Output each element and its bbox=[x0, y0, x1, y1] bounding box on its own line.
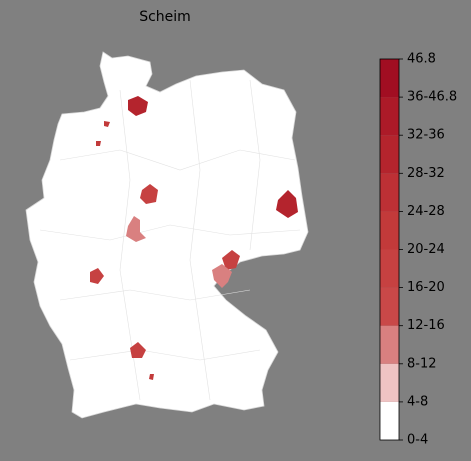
colorbar-label: 36-46.8 bbox=[407, 90, 457, 105]
colorbar-label: 20-24 bbox=[407, 242, 445, 257]
colorbar-segment bbox=[380, 325, 399, 364]
colorbar-label: 32-36 bbox=[407, 128, 445, 143]
colorbar-label: 16-20 bbox=[407, 280, 445, 295]
region-medium bbox=[126, 216, 146, 242]
colorbar-segment bbox=[380, 401, 399, 440]
colorbar-segment bbox=[380, 211, 399, 250]
region-high bbox=[128, 96, 148, 116]
colorbar-segment bbox=[380, 173, 399, 212]
region-high bbox=[222, 250, 240, 270]
region-high bbox=[90, 268, 104, 284]
colorbar-label: 12-16 bbox=[407, 318, 445, 333]
colorbar-segment bbox=[380, 97, 399, 136]
colorbar-label: 4-8 bbox=[407, 394, 428, 409]
germany-map bbox=[25, 51, 309, 419]
region-high bbox=[96, 141, 101, 146]
region-high bbox=[104, 121, 110, 127]
colorbar-segment bbox=[380, 59, 399, 98]
region-medium bbox=[212, 264, 232, 288]
colorbar-segment bbox=[380, 363, 399, 402]
map-title: Scheim bbox=[139, 9, 191, 25]
colorbar-label: 46.8 bbox=[407, 52, 436, 67]
colorbar-label: 0-4 bbox=[407, 433, 428, 448]
colorbar-label: 28-32 bbox=[407, 166, 445, 181]
region-high bbox=[130, 342, 146, 358]
colorbar: 0-4 4-8 8-12 12-16 16-20 20-24 24-28 28-32 32-36… bbox=[379, 52, 457, 448]
region-high bbox=[140, 184, 158, 204]
colorbar-segment bbox=[380, 135, 399, 174]
region-high bbox=[276, 190, 298, 218]
region-high bbox=[149, 374, 154, 380]
colorbar-segment bbox=[380, 249, 399, 288]
colorbar-label: 8-12 bbox=[407, 356, 437, 371]
colorbar-label: 24-28 bbox=[407, 204, 445, 219]
colorbar-segment bbox=[380, 287, 399, 326]
district-borders bbox=[39, 79, 301, 401]
